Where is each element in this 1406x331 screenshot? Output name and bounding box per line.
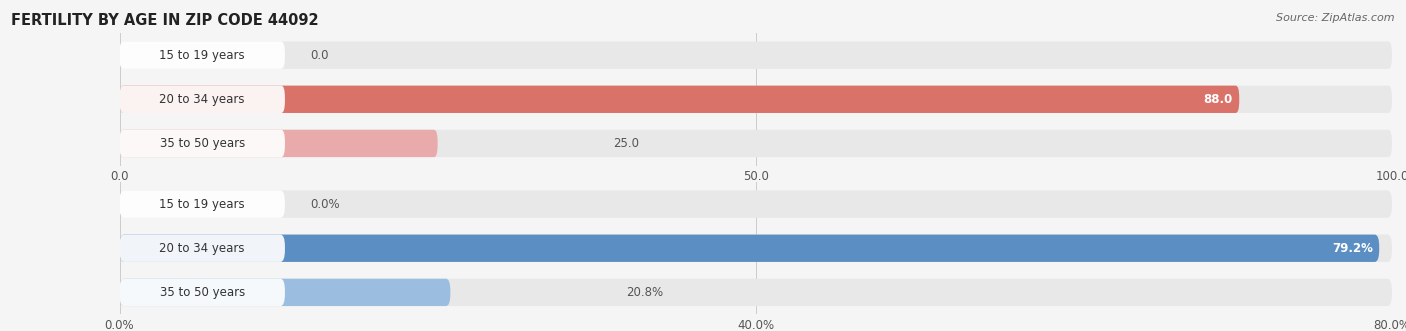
FancyBboxPatch shape — [120, 190, 1392, 218]
Text: 15 to 19 years: 15 to 19 years — [159, 198, 245, 211]
FancyBboxPatch shape — [120, 41, 285, 69]
FancyBboxPatch shape — [120, 279, 450, 306]
Text: 20 to 34 years: 20 to 34 years — [159, 242, 245, 255]
Text: FERTILITY BY AGE IN ZIP CODE 44092: FERTILITY BY AGE IN ZIP CODE 44092 — [11, 13, 319, 28]
Text: 25.0: 25.0 — [613, 137, 640, 150]
FancyBboxPatch shape — [120, 86, 1239, 113]
FancyBboxPatch shape — [120, 279, 1392, 306]
FancyBboxPatch shape — [120, 86, 285, 113]
FancyBboxPatch shape — [120, 235, 1379, 262]
Text: 0.0: 0.0 — [311, 49, 329, 62]
FancyBboxPatch shape — [120, 86, 1392, 113]
Text: 88.0: 88.0 — [1204, 93, 1233, 106]
FancyBboxPatch shape — [120, 235, 1392, 262]
Text: 15 to 19 years: 15 to 19 years — [159, 49, 245, 62]
Text: 0.0%: 0.0% — [311, 198, 340, 211]
FancyBboxPatch shape — [120, 130, 1392, 157]
FancyBboxPatch shape — [120, 130, 285, 157]
Text: 35 to 50 years: 35 to 50 years — [160, 286, 245, 299]
Text: 79.2%: 79.2% — [1331, 242, 1372, 255]
FancyBboxPatch shape — [120, 279, 285, 306]
Text: 20.8%: 20.8% — [626, 286, 664, 299]
Text: Source: ZipAtlas.com: Source: ZipAtlas.com — [1277, 13, 1395, 23]
Text: 20 to 34 years: 20 to 34 years — [159, 93, 245, 106]
FancyBboxPatch shape — [120, 190, 285, 218]
FancyBboxPatch shape — [120, 235, 285, 262]
FancyBboxPatch shape — [120, 41, 1392, 69]
Text: 35 to 50 years: 35 to 50 years — [160, 137, 245, 150]
FancyBboxPatch shape — [120, 130, 437, 157]
